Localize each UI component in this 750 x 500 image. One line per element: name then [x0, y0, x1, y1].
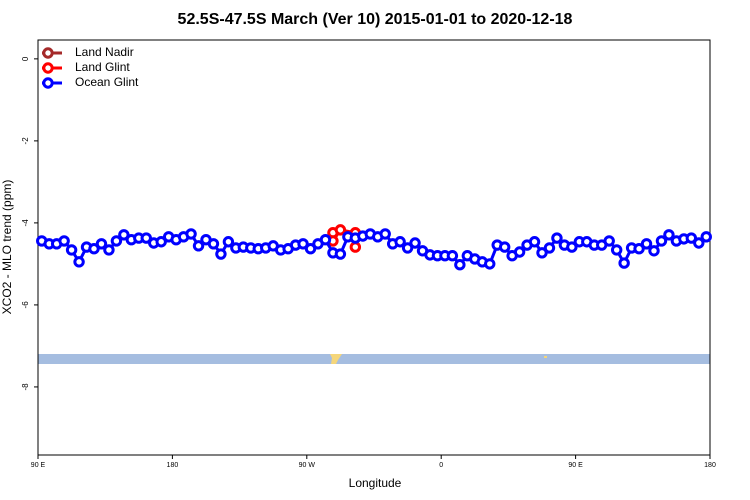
- data-point: [640, 238, 653, 250]
- data-point: [401, 242, 414, 254]
- data-point: [192, 240, 205, 252]
- x-tick-label: 0: [439, 462, 443, 469]
- legend-marker: [42, 62, 54, 74]
- x-axis-label: Longitude: [349, 476, 402, 490]
- legend-label: Ocean Glint: [75, 75, 139, 89]
- land-patch: [544, 356, 547, 358]
- data-point: [663, 229, 675, 241]
- data-point: [103, 244, 115, 256]
- y-tick-label: -8: [21, 383, 30, 391]
- data-point: [185, 228, 197, 240]
- data-point: [685, 232, 698, 244]
- data-point: [319, 234, 332, 246]
- data-point: [551, 232, 563, 244]
- ocean-strip: [38, 354, 710, 364]
- data-point: [513, 246, 526, 258]
- x-tick-label: 90 E: [568, 462, 583, 469]
- land-patch: [330, 354, 342, 364]
- data-point: [693, 237, 705, 249]
- data-point: [379, 228, 391, 240]
- y-axis-label: XCO2 - MLO trend (ppm): [0, 180, 14, 315]
- data-point: [528, 236, 541, 248]
- plot-frame: [37, 39, 711, 456]
- data-point: [58, 235, 70, 247]
- data-point: [484, 258, 496, 270]
- data-point: [536, 247, 548, 259]
- data-point: [95, 238, 108, 250]
- x-tick-label: 90 E: [31, 462, 46, 469]
- x-tick-label: 180: [167, 462, 179, 469]
- x-tick-label: 180: [704, 462, 716, 469]
- data-point: [603, 235, 615, 247]
- data-point: [543, 242, 556, 254]
- data-point: [610, 244, 623, 256]
- data-point: [140, 232, 152, 244]
- data-point: [409, 237, 421, 249]
- legend-label: Land Nadir: [75, 45, 134, 59]
- data-point: [73, 256, 85, 268]
- legend-label: Land Glint: [75, 60, 130, 74]
- data-point: [118, 229, 130, 241]
- data-point: [566, 241, 578, 253]
- data-point: [215, 248, 227, 260]
- legend-marker: [42, 47, 54, 59]
- data-point: [65, 244, 78, 256]
- data-point: [394, 236, 406, 248]
- data-point: [334, 224, 347, 236]
- data-point: [349, 241, 362, 253]
- data-point: [222, 236, 235, 248]
- y-tick-label: -4: [21, 219, 30, 227]
- data-point: [155, 236, 167, 248]
- data-point: [454, 259, 466, 271]
- y-tick-label: -6: [21, 301, 30, 309]
- data-point: [498, 241, 511, 253]
- data-point: [88, 243, 100, 255]
- y-tick-label: 0: [21, 56, 30, 61]
- data-point: [655, 235, 668, 247]
- data-point: [648, 245, 660, 257]
- data-point: [110, 235, 123, 247]
- data-point: [618, 257, 630, 269]
- y-tick-label: -2: [21, 137, 30, 145]
- data-point: [207, 238, 220, 250]
- data-point: [700, 231, 712, 243]
- x-tick-label: 90 W: [299, 462, 316, 469]
- map-strip: [38, 354, 710, 364]
- data-point: [446, 250, 459, 262]
- data-point: [633, 243, 645, 255]
- data-point: [297, 238, 309, 250]
- legend-marker: [42, 77, 54, 89]
- data-point: [304, 243, 317, 255]
- data-point: [334, 248, 347, 260]
- chart-title: 52.5S-47.5S March (Ver 10) 2015-01-01 to…: [178, 11, 573, 28]
